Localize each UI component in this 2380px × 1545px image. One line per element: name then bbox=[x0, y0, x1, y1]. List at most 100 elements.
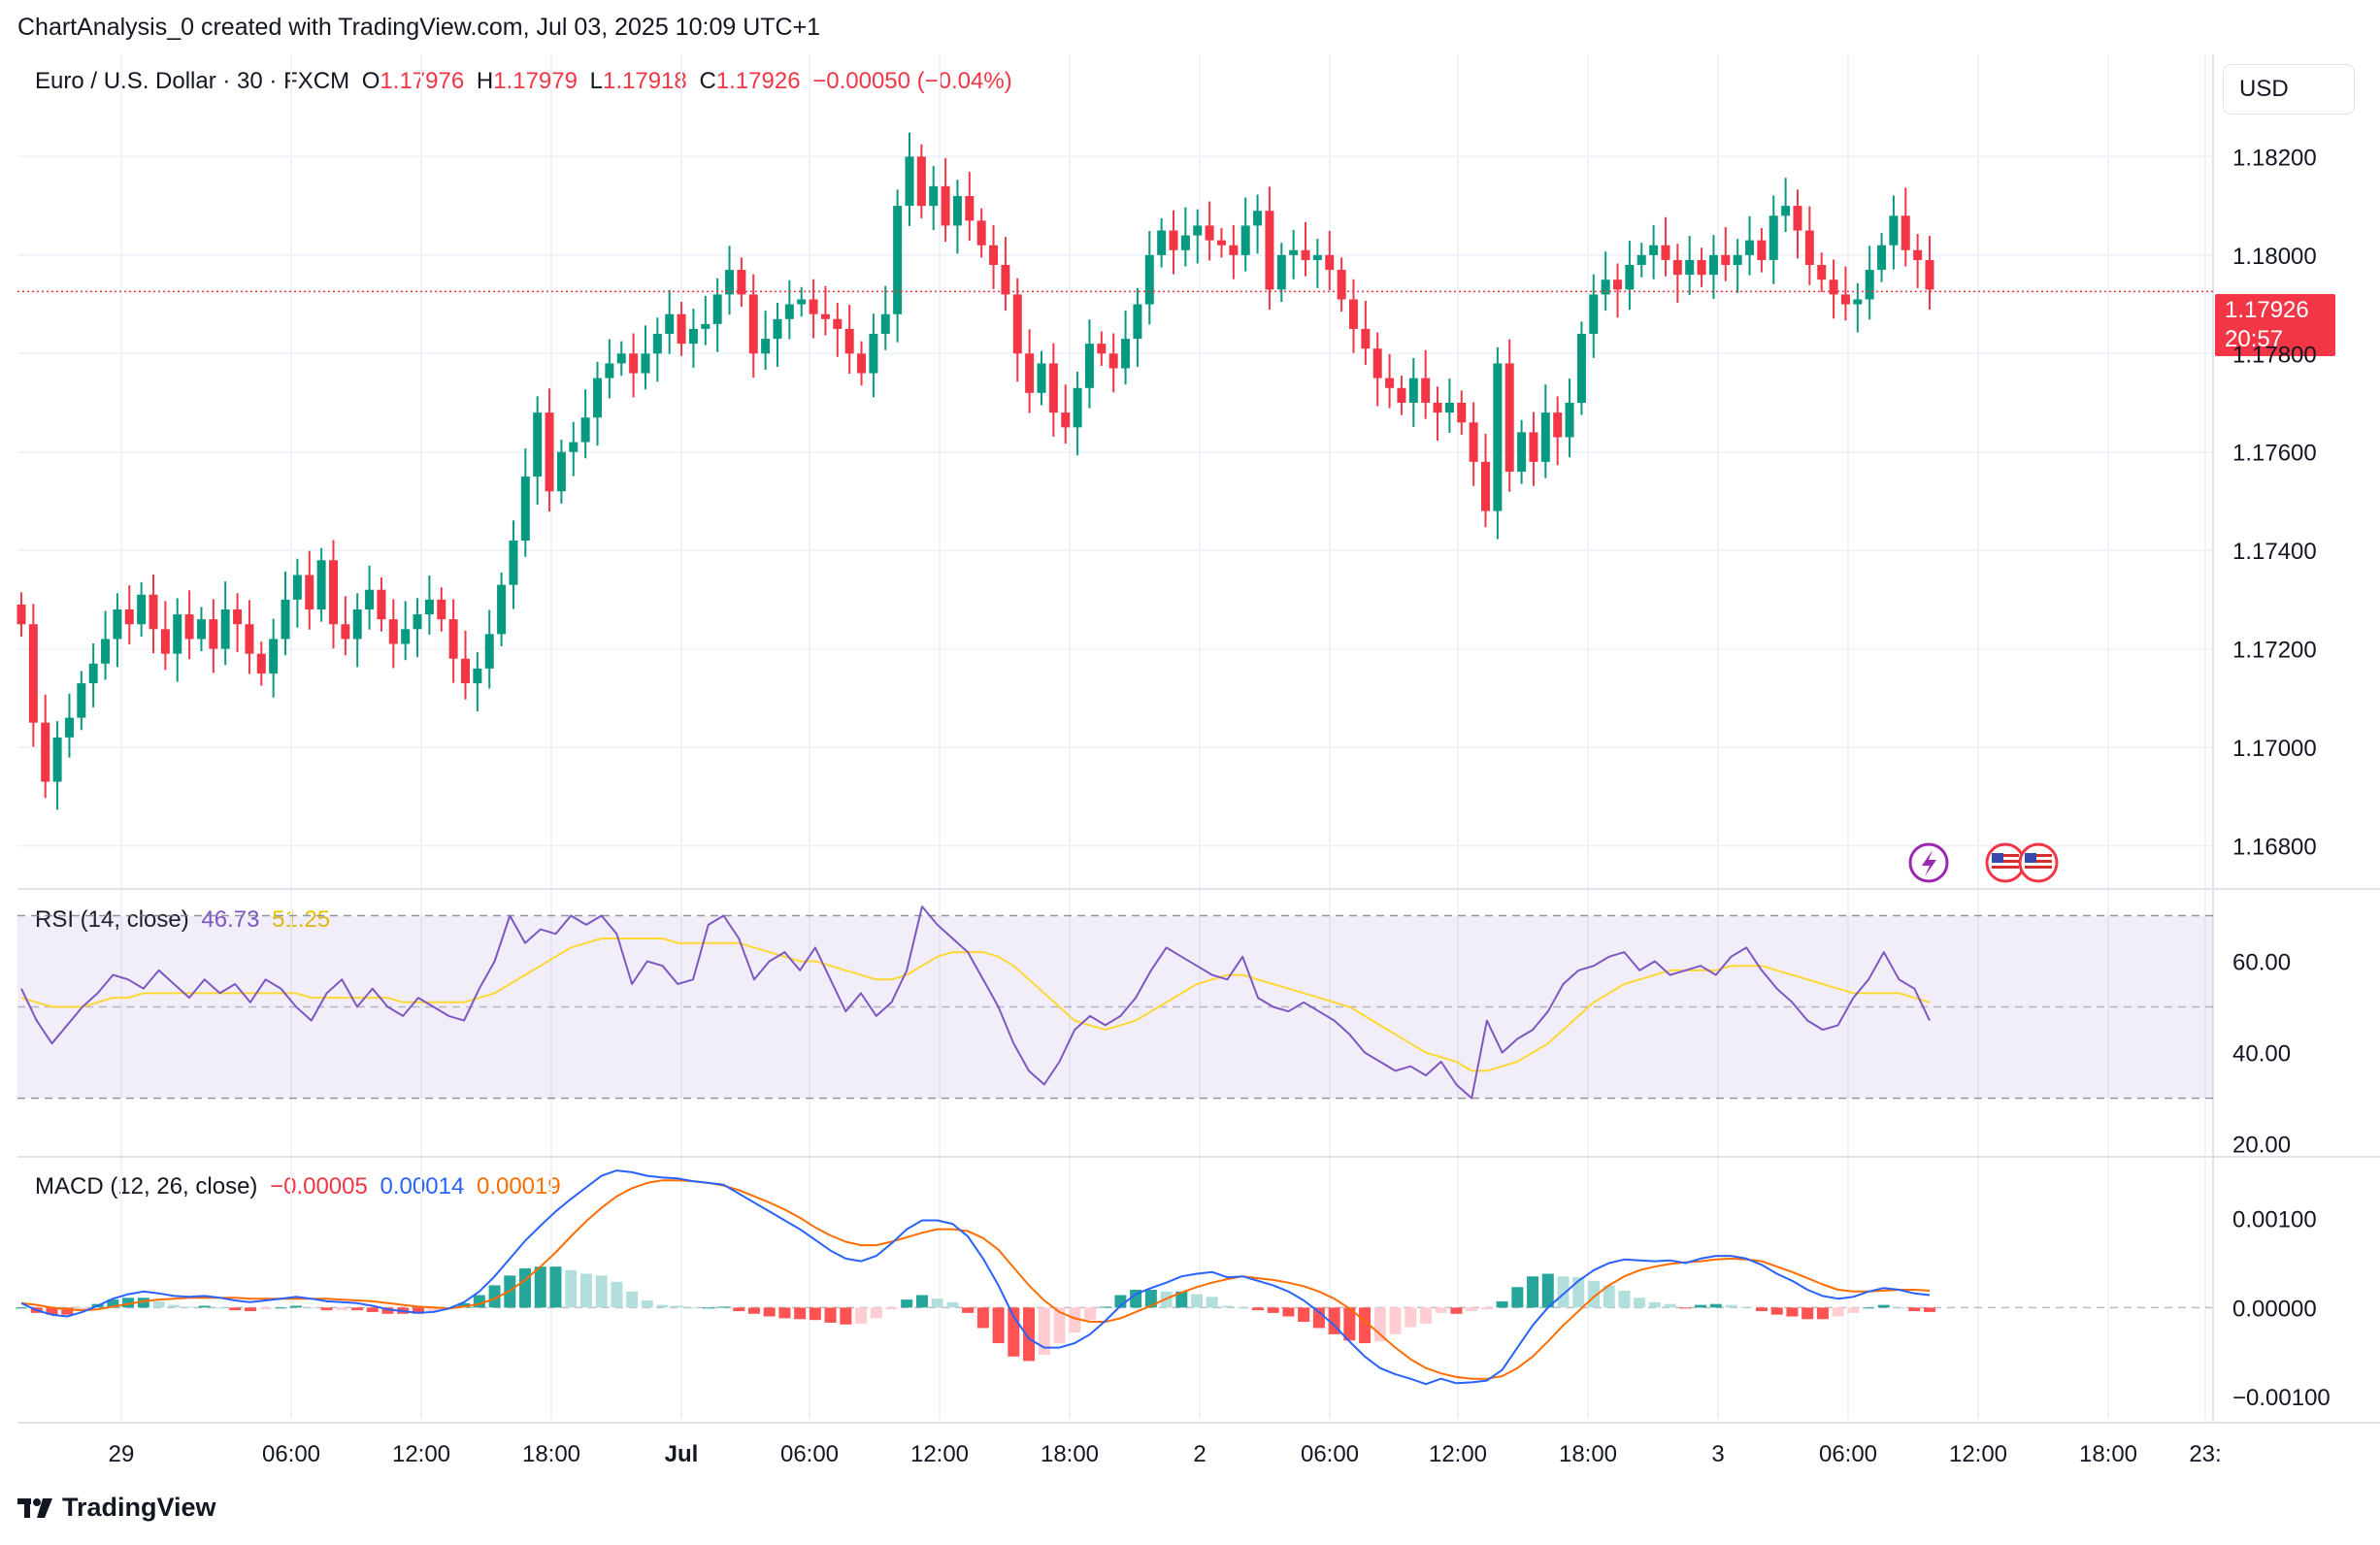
macd-histogram-bar bbox=[1191, 1294, 1204, 1308]
high-value: 1.17979 bbox=[493, 68, 578, 94]
macd-histogram-bar bbox=[1480, 1307, 1493, 1310]
macd-histogram-bar bbox=[152, 1300, 165, 1308]
lightning-icon[interactable] bbox=[1908, 842, 1949, 883]
candle-body bbox=[941, 185, 950, 226]
time-tick-label: 18:00 bbox=[1041, 1441, 1099, 1467]
candle-body bbox=[1768, 215, 1778, 260]
macd-histogram-bar bbox=[656, 1304, 669, 1308]
macd-histogram-bar bbox=[1770, 1307, 1783, 1315]
macd-histogram-bar bbox=[1816, 1307, 1829, 1320]
symbol-name[interactable]: Euro / U.S. Dollar · 30 · FXCM bbox=[35, 68, 350, 94]
candle-body bbox=[761, 339, 771, 354]
candle-body bbox=[341, 624, 350, 640]
macd-line bbox=[20, 1169, 1931, 1386]
candle-body bbox=[1193, 225, 1203, 236]
candle-body bbox=[101, 639, 111, 664]
time-tick-label: 06:00 bbox=[1301, 1441, 1359, 1467]
time-axis[interactable]: 29 06:00 12:00 18:00 Jul 06:00 12:00 18:00 2 06:0… bbox=[109, 1441, 2222, 1467]
macd-histogram-bar bbox=[1251, 1307, 1264, 1311]
macd-histogram-bar bbox=[275, 1307, 287, 1309]
macd-histogram-bar bbox=[1144, 1290, 1157, 1308]
us-flag-icon[interactable] bbox=[1985, 842, 2026, 883]
candle-body bbox=[256, 653, 266, 674]
macd-histogram-bar bbox=[1405, 1307, 1417, 1328]
rsi-title[interactable]: RSI (14, close) bbox=[35, 906, 189, 933]
candle-body bbox=[1708, 254, 1718, 276]
candle-body bbox=[196, 619, 206, 640]
macd-histogram-bar bbox=[1496, 1300, 1508, 1308]
last-price-tag: 1.17926 20:57 bbox=[2215, 294, 2335, 356]
macd-histogram-bar bbox=[336, 1307, 348, 1311]
candle-body bbox=[328, 560, 338, 625]
change-value: −0.00050 (−0.04%) bbox=[812, 68, 1012, 94]
currency-selector[interactable]: USD bbox=[2223, 64, 2355, 115]
candle-body bbox=[1601, 279, 1610, 295]
candle-body bbox=[665, 313, 675, 334]
macd-histogram-bar bbox=[1832, 1307, 1844, 1317]
candle-body bbox=[905, 156, 914, 207]
price-tick-label: 1.18200 bbox=[2232, 145, 2317, 171]
macd-signal-value: 0.00019 bbox=[476, 1173, 561, 1200]
macd-histogram-bar bbox=[351, 1307, 364, 1311]
macd-histogram-bar bbox=[763, 1307, 776, 1317]
candle-body bbox=[1084, 344, 1094, 388]
macd-histogram-bar bbox=[915, 1295, 928, 1308]
rsi-tick-label: 40.00 bbox=[2232, 1041, 2291, 1068]
candle-body bbox=[605, 363, 614, 378]
price-tick-label: 1.17600 bbox=[2232, 441, 2317, 467]
macd-histogram-bar bbox=[1237, 1307, 1249, 1309]
time-tick-label: Jul bbox=[665, 1441, 699, 1467]
macd-histogram-bar bbox=[626, 1291, 639, 1308]
macd-histogram-bar bbox=[1023, 1307, 1036, 1362]
price-axis[interactable]: 1.18200 1.18000 1.17800 1.17600 1.17400 1.172… bbox=[2232, 145, 2317, 860]
candle-body bbox=[173, 614, 182, 654]
candle-body bbox=[1540, 412, 1550, 462]
macd-histogram-bar bbox=[1893, 1307, 1905, 1309]
macd-histogram-bar bbox=[61, 1307, 74, 1315]
macd-histogram-bar bbox=[290, 1305, 303, 1308]
candle-body bbox=[1721, 254, 1731, 265]
macd-title[interactable]: MACD (12, 26, close) bbox=[35, 1173, 258, 1200]
macd-histogram-bar bbox=[1908, 1307, 1921, 1312]
candle-body bbox=[616, 353, 626, 364]
candle-body bbox=[509, 541, 518, 585]
chart-header-title: ChartAnalysis_0 created with TradingView… bbox=[17, 14, 821, 41]
macd-histogram-bar bbox=[1725, 1304, 1737, 1308]
macd-histogram-value: −0.00005 bbox=[270, 1173, 368, 1200]
candle-body bbox=[52, 737, 62, 782]
us-flag-icon[interactable] bbox=[2018, 842, 2059, 883]
candle-body bbox=[1517, 432, 1527, 472]
tradingview-footer[interactable]: TradingView bbox=[17, 1493, 216, 1523]
candle-body bbox=[1685, 259, 1695, 276]
rsi-axis[interactable]: 60.00 40.00 20.00 bbox=[2232, 950, 2291, 1159]
event-markers[interactable] bbox=[1908, 842, 2059, 883]
candle-body bbox=[484, 634, 494, 669]
macd-histogram-bar bbox=[1603, 1285, 1615, 1308]
time-tick-label: 2 bbox=[1193, 1441, 1206, 1467]
macd-histogram-bar bbox=[1740, 1306, 1753, 1308]
candle-body bbox=[1745, 240, 1755, 255]
candle-body bbox=[1037, 363, 1046, 393]
candle-body bbox=[1481, 461, 1491, 511]
macd-histogram-bar bbox=[565, 1269, 578, 1308]
macd-histogram-bar bbox=[809, 1307, 821, 1321]
price-tick-label: 1.16800 bbox=[2232, 834, 2317, 860]
time-tick-label: 12:00 bbox=[1429, 1441, 1487, 1467]
macd-histogram-bar bbox=[1511, 1287, 1524, 1308]
macd-histogram-bar bbox=[946, 1301, 959, 1308]
macd-histogram bbox=[16, 1266, 1935, 1362]
macd-axis[interactable]: 0.00100 0.00000 −0.00100 bbox=[2232, 1207, 2330, 1411]
macd-tick-label: −0.00100 bbox=[2232, 1385, 2330, 1411]
candle-body bbox=[1144, 254, 1154, 305]
price-tick-label: 1.17800 bbox=[2232, 342, 2317, 368]
high-label: H bbox=[476, 68, 494, 94]
macd-histogram-bar bbox=[1877, 1304, 1890, 1308]
macd-histogram-bar bbox=[1450, 1307, 1463, 1314]
macd-histogram-bar bbox=[214, 1307, 226, 1309]
macd-histogram-bar bbox=[1527, 1276, 1539, 1308]
macd-histogram-bar bbox=[1755, 1307, 1768, 1312]
candle-body bbox=[1504, 363, 1514, 472]
price-tick-label: 1.18000 bbox=[2232, 244, 2317, 270]
macd-histogram-bar bbox=[717, 1306, 730, 1308]
